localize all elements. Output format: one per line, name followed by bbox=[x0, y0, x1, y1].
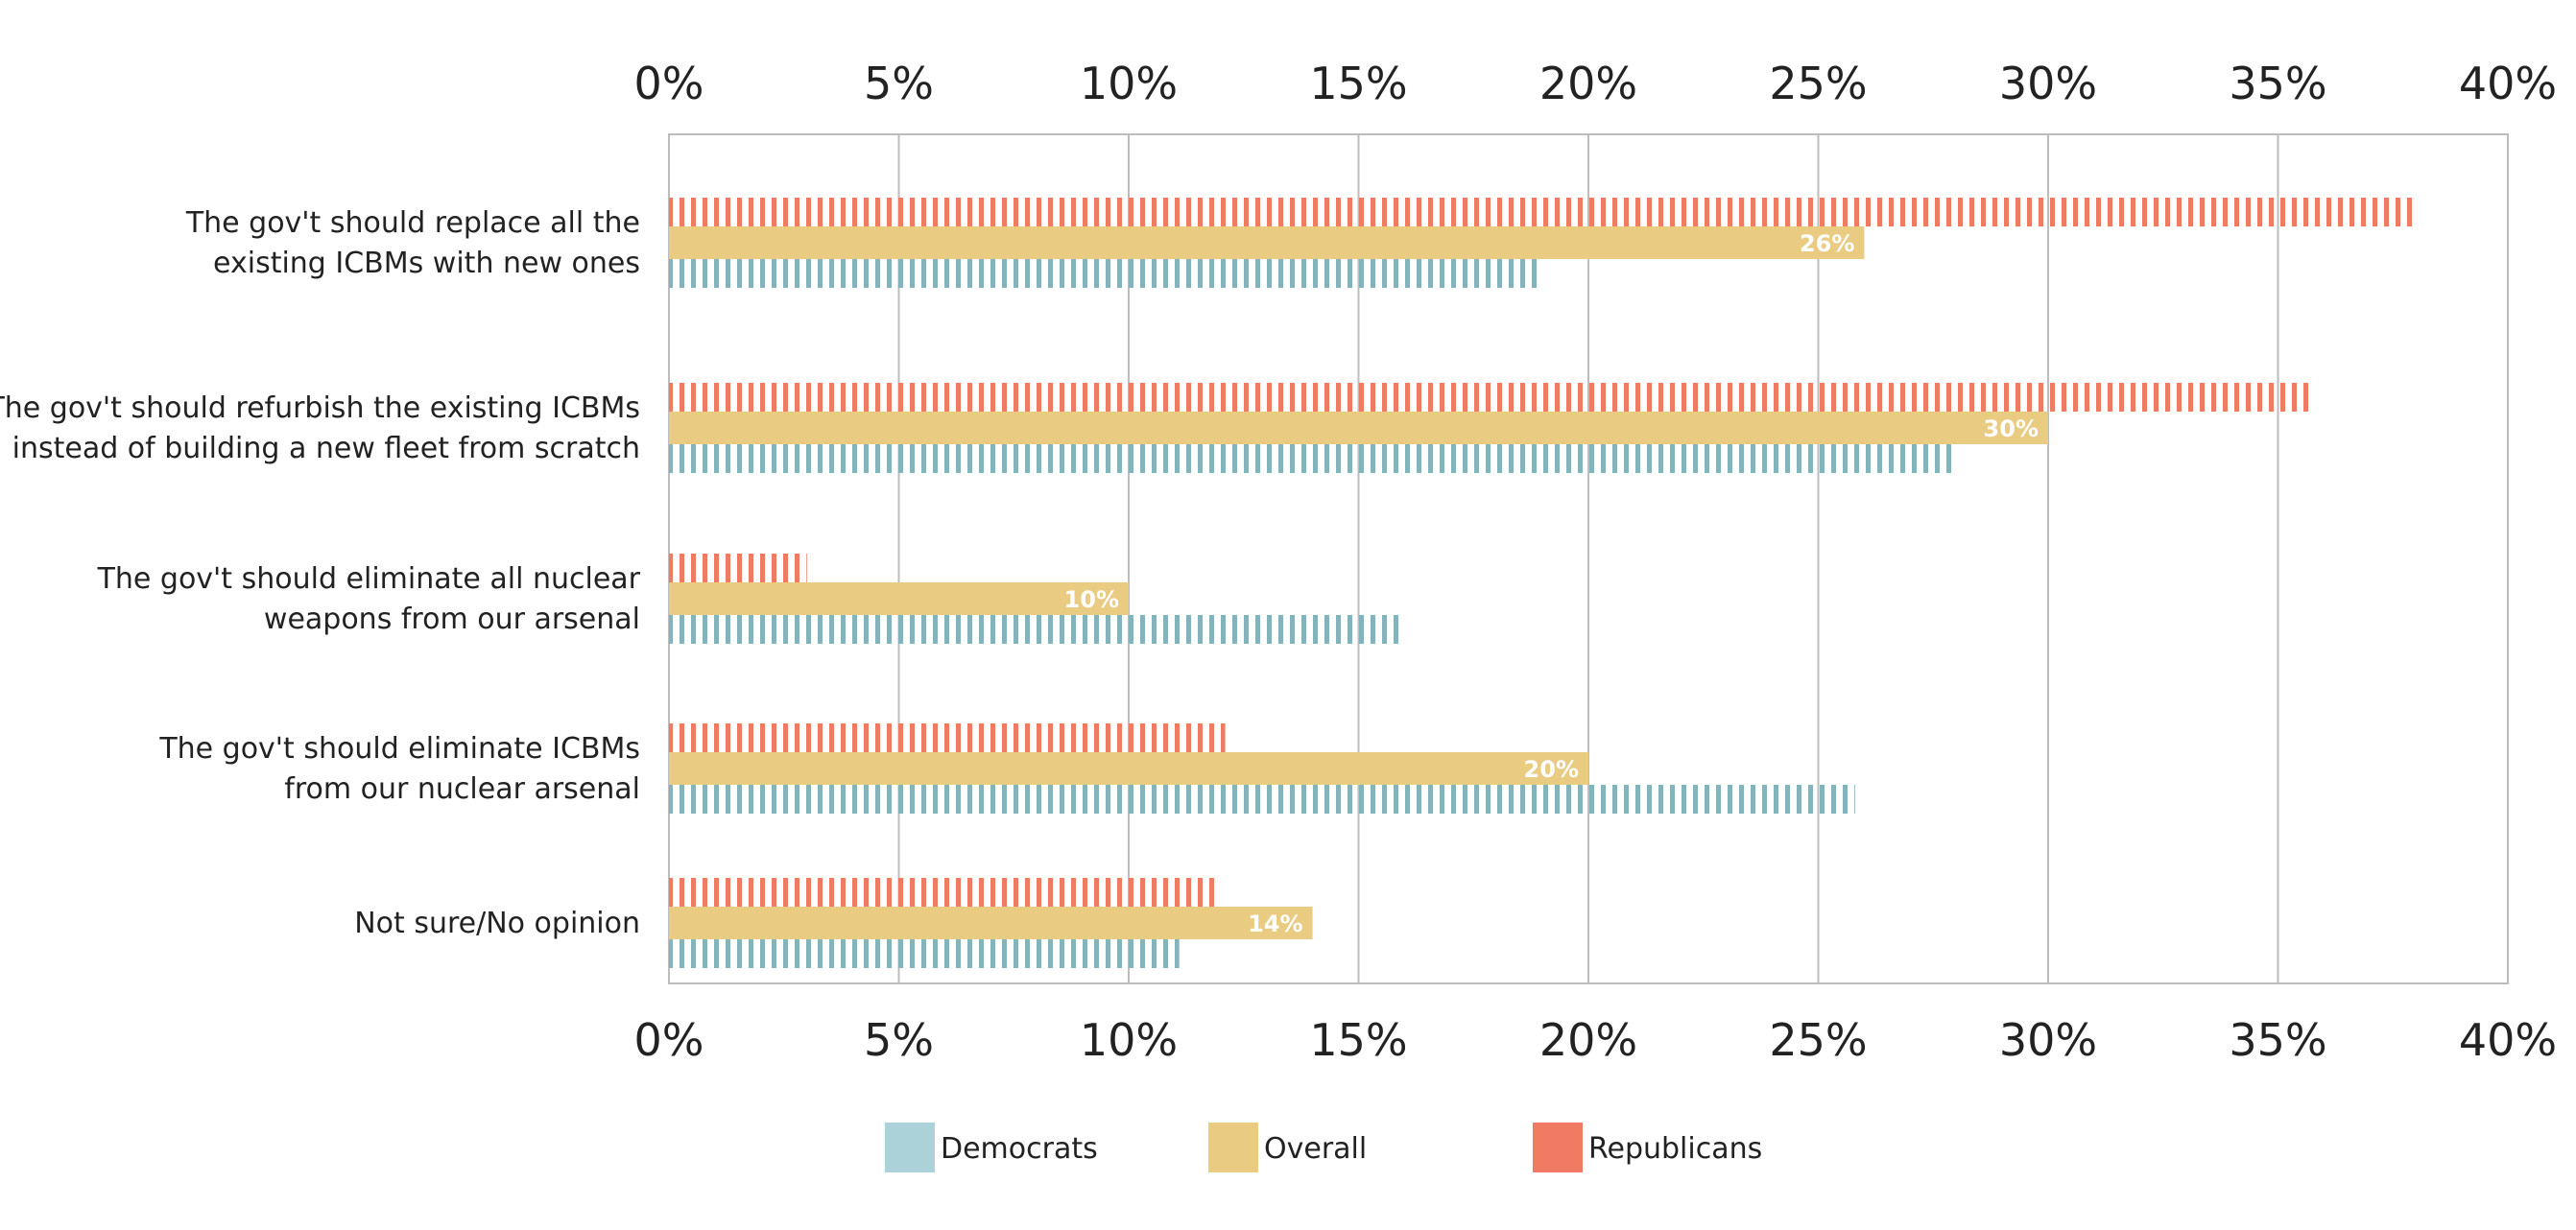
bar-overall bbox=[669, 907, 1313, 939]
x-tick-label-top: 40% bbox=[2459, 58, 2557, 109]
category-label: The gov't should replace all the existing… bbox=[185, 206, 640, 280]
x-tick-label-bottom: 20% bbox=[1539, 1014, 1637, 1066]
bar-republicans bbox=[669, 723, 1226, 752]
x-tick-label-bottom: 15% bbox=[1309, 1014, 1407, 1066]
legend-swatch bbox=[1533, 1123, 1583, 1172]
category-label: The gov't should eliminate ICBMs from our… bbox=[158, 732, 640, 806]
legend-label: Democrats bbox=[941, 1132, 1098, 1166]
data-label-overall: 14% bbox=[1248, 911, 1302, 937]
bar-layer bbox=[669, 198, 2417, 968]
legend-label: Overall bbox=[1264, 1132, 1367, 1166]
legend-label: Republicans bbox=[1588, 1132, 1762, 1166]
x-tick-label-top: 30% bbox=[1999, 58, 2097, 109]
label-layer: 0% 0% 5% 5% 10% 10% 15% 15% 20% 20% 25% 25% 30% 30% 35… bbox=[0, 58, 2557, 1066]
legend-item-republicans: Republicans bbox=[1533, 1123, 1762, 1172]
data-label-overall: 30% bbox=[1984, 415, 2039, 442]
bar-overall bbox=[669, 226, 1865, 259]
bar-overall bbox=[669, 582, 1129, 615]
bar-overall bbox=[669, 412, 2048, 444]
x-tick-label-bottom: 30% bbox=[1999, 1014, 2097, 1066]
data-label-overall: 10% bbox=[1064, 586, 1119, 613]
data-label-overall: 20% bbox=[1524, 756, 1579, 783]
x-tick-label-top: 5% bbox=[864, 58, 934, 109]
x-tick-label-bottom: 10% bbox=[1080, 1014, 1178, 1066]
x-tick-label-bottom: 40% bbox=[2459, 1014, 2557, 1066]
bar-democrats bbox=[669, 615, 1400, 644]
category-label: Not sure/No opinion bbox=[354, 907, 640, 940]
bar-republicans bbox=[669, 383, 2315, 412]
x-tick-label-top: 0% bbox=[634, 58, 704, 109]
legend-item-overall: Overall bbox=[1208, 1123, 1367, 1172]
bar-republicans bbox=[669, 198, 2417, 226]
bar-democrats bbox=[669, 939, 1180, 968]
legend: Democrats Overall Republicans bbox=[885, 1123, 1762, 1172]
category-label: The gov't should eliminate all nuclear we… bbox=[97, 562, 641, 636]
x-tick-label-top: 10% bbox=[1080, 58, 1178, 109]
bar-republicans bbox=[669, 554, 807, 582]
x-tick-label-top: 35% bbox=[2229, 58, 2326, 109]
bar-republicans bbox=[669, 878, 1221, 907]
legend-swatch bbox=[1208, 1123, 1258, 1172]
bar-democrats bbox=[669, 444, 1957, 473]
data-label-overall: 26% bbox=[1800, 230, 1854, 257]
bar-democrats bbox=[669, 259, 1538, 288]
x-tick-label-top: 25% bbox=[1769, 58, 1867, 109]
x-tick-label-bottom: 35% bbox=[2229, 1014, 2326, 1066]
x-tick-label-bottom: 25% bbox=[1769, 1014, 1867, 1066]
bar-overall bbox=[669, 752, 1588, 785]
legend-swatch bbox=[885, 1123, 935, 1172]
x-tick-label-top: 15% bbox=[1309, 58, 1407, 109]
bar-democrats bbox=[669, 785, 1855, 814]
category-label: The gov't should refurbish the existing … bbox=[0, 391, 640, 465]
x-tick-label-bottom: 0% bbox=[634, 1014, 704, 1066]
legend-item-democrats: Democrats bbox=[885, 1123, 1098, 1172]
x-tick-label-bottom: 5% bbox=[864, 1014, 934, 1066]
x-tick-label-top: 20% bbox=[1539, 58, 1637, 109]
